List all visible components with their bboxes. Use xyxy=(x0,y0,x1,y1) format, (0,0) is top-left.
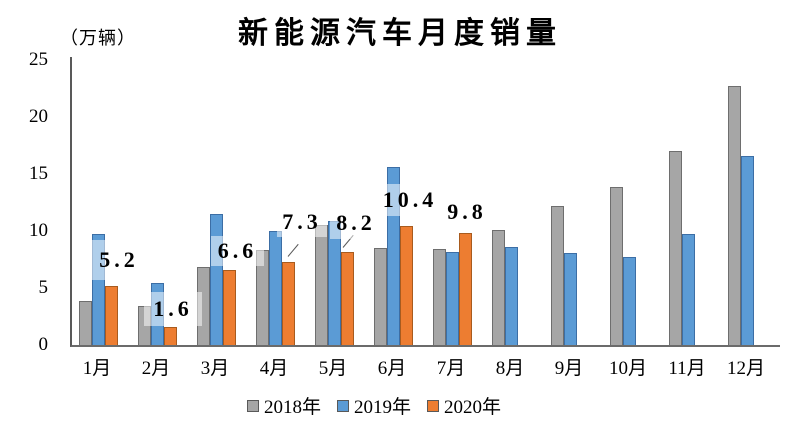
y-axis-tick: 25 xyxy=(29,49,48,70)
bar xyxy=(223,270,236,345)
data-label: 7.3 xyxy=(277,206,327,237)
bar xyxy=(446,252,459,345)
x-axis-tick: 12月 xyxy=(726,358,765,379)
legend-item: 2019年 xyxy=(336,392,411,419)
x-axis-tick: 6月 xyxy=(377,358,407,379)
bar xyxy=(164,327,177,345)
data-label: 6.6 xyxy=(211,236,264,266)
bar xyxy=(341,252,354,345)
bar xyxy=(610,187,623,345)
bar xyxy=(79,301,92,345)
data-label: 5.2 xyxy=(90,240,148,280)
bar xyxy=(328,221,341,345)
legend-marker-icon xyxy=(246,399,259,412)
bar xyxy=(505,247,518,345)
bar xyxy=(210,214,223,345)
legend: 2018年 2019年 2020年 xyxy=(0,392,774,419)
x-axis-tick: 5月 xyxy=(318,358,348,379)
x-axis-tick: 2月 xyxy=(141,358,171,379)
data-label: 9.8 xyxy=(442,196,492,227)
data-label: 1.6 xyxy=(144,292,202,326)
x-axis-tick: 7月 xyxy=(436,358,466,379)
y-axis-tick: 20 xyxy=(29,106,48,127)
bar xyxy=(105,286,118,345)
bar xyxy=(433,249,446,345)
bar xyxy=(682,234,695,345)
bar xyxy=(282,262,295,345)
legend-marker-icon xyxy=(336,399,349,412)
x-axis-tick: 1月 xyxy=(82,358,112,379)
y-axis-unit-label: （万辆） xyxy=(60,28,136,48)
legend-label: 2020年 xyxy=(444,397,502,418)
data-label: 10.4 xyxy=(381,184,439,216)
bar xyxy=(669,151,682,345)
x-axis-tick: 3月 xyxy=(200,358,230,379)
legend-item: 2020年 xyxy=(427,392,501,419)
y-axis-tick: 15 xyxy=(29,163,48,184)
x-axis-tick: 11月 xyxy=(668,358,706,379)
x-axis-tick: 8月 xyxy=(495,358,525,379)
bar xyxy=(269,231,282,345)
data-label: 8.2 xyxy=(330,207,382,239)
bar xyxy=(400,226,413,345)
x-axis-tick: 10月 xyxy=(608,358,647,379)
bar xyxy=(492,230,505,345)
bar xyxy=(564,253,577,345)
x-axis-tick: 9月 xyxy=(554,358,584,379)
legend-label: 2019年 xyxy=(353,397,411,418)
bar xyxy=(374,248,387,345)
bar xyxy=(623,257,636,345)
bar xyxy=(728,86,741,345)
bar xyxy=(459,233,472,345)
x-axis-tick: 4月 xyxy=(259,358,289,379)
bar xyxy=(315,225,328,345)
bar xyxy=(741,156,754,345)
bar xyxy=(551,206,564,345)
legend-marker-icon xyxy=(427,399,439,412)
legend-label: 2018年 xyxy=(263,397,321,418)
y-axis-tick: 0 xyxy=(38,334,49,355)
y-axis-tick: 10 xyxy=(29,220,48,241)
legend-item: 2018年 xyxy=(246,392,321,419)
chart-title: 新能源汽车月度销量 xyxy=(238,17,562,50)
y-axis-tick: 5 xyxy=(38,277,49,298)
